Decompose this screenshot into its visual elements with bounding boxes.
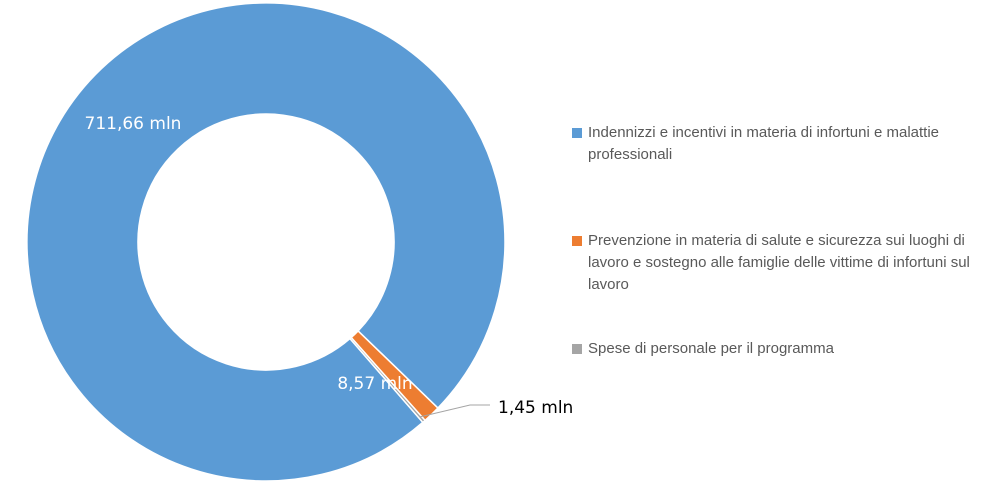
donut-slice bbox=[348, 336, 427, 424]
legend: Indennizzi e incentivi in materia di inf… bbox=[572, 122, 1000, 360]
legend-label: Indennizzi e incentivi in materia di inf… bbox=[588, 124, 940, 163]
data-label: 711,66 mln bbox=[85, 114, 182, 134]
donut-slice bbox=[26, 2, 506, 481]
legend-swatch bbox=[572, 344, 582, 354]
data-label: 1,45 mln bbox=[498, 398, 573, 418]
data-label: 8,57 mln bbox=[337, 374, 412, 394]
legend-item: Prevenzione in materia di salute e sicur… bbox=[572, 230, 1000, 296]
legend-swatch bbox=[572, 236, 582, 246]
legend-item: Indennizzi e incentivi in materia di inf… bbox=[572, 122, 1000, 166]
legend-label: Prevenzione in materia di salute e sicur… bbox=[588, 232, 970, 293]
legend-item: Spese di personale per il programma bbox=[572, 338, 1000, 360]
legend-swatch bbox=[572, 128, 582, 138]
leader-line bbox=[419, 404, 490, 418]
legend-label: Spese di personale per il programma bbox=[588, 340, 834, 357]
